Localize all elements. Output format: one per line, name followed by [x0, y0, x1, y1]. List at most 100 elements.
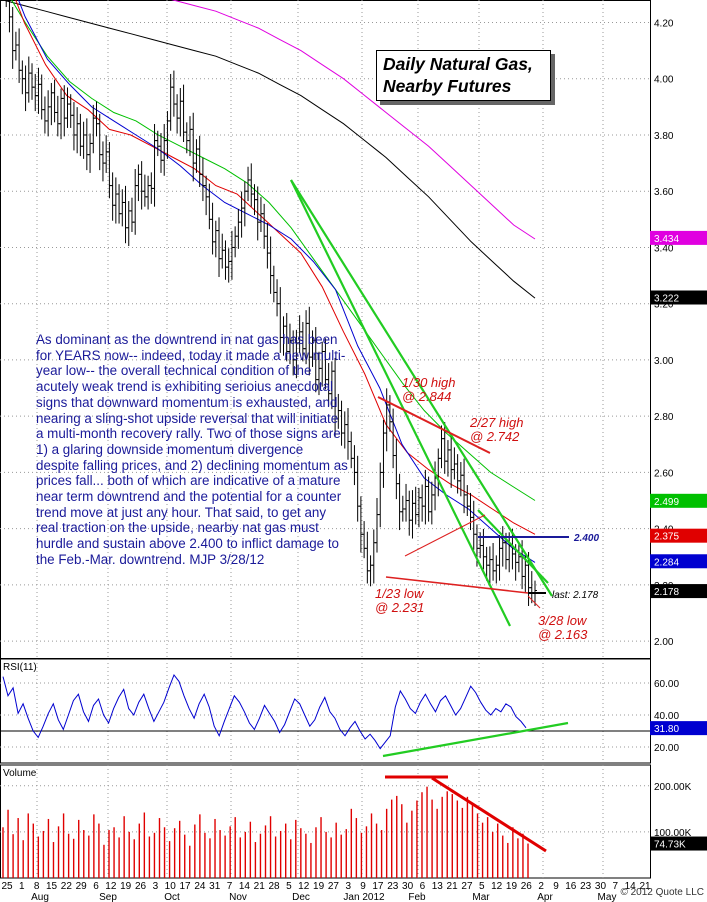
price-tick-label: 4.20 — [654, 18, 674, 29]
price-badge-text: 3.434 — [654, 234, 679, 245]
rsi-line — [2, 674, 527, 750]
x-day-label: 31 — [209, 881, 221, 892]
price-badges: 3.434 3.222 2.499 2.375 2.284 2.178 — [650, 230, 707, 599]
rsi-tick-label: 40.00 — [654, 711, 679, 722]
rsi-tick-label: 20.00 — [654, 743, 679, 754]
x-month-label: Feb — [408, 892, 426, 902]
price-badge — [650, 290, 707, 305]
price-badge-text: 2.499 — [654, 497, 679, 508]
volume-value-badge — [650, 836, 707, 851]
price-tick-label: 4.00 — [654, 75, 674, 86]
x-day-label: 14 — [239, 881, 251, 892]
moving-average-line — [10, 0, 536, 501]
annotation-2-27-high: 2/27 high @ 2.742 — [470, 416, 524, 444]
annotation-line: 1/30 high — [402, 375, 456, 390]
volume-title: Volume — [3, 768, 37, 779]
annotation-line: @ 2.742 — [470, 429, 520, 444]
x-day-label: 10 — [165, 881, 177, 892]
rsi-panel-frame — [0, 658, 651, 764]
x-day-label: 26 — [521, 881, 533, 892]
x-day-label: 19 — [313, 881, 325, 892]
price-badge-text: 3.222 — [654, 294, 679, 305]
x-day-label: 12 — [491, 881, 503, 892]
volume-tick-label: 100.00K — [654, 828, 692, 839]
green-channel-upper-line — [290, 179, 553, 597]
x-day-label: 25 — [1, 881, 13, 892]
x-day-label: 6 — [420, 881, 426, 892]
annotation-line: @ 2.844 — [402, 389, 452, 404]
x-day-label: 30 — [595, 881, 607, 892]
x-month-label: Oct — [164, 892, 180, 902]
annotation-line: 1/23 low — [375, 586, 424, 601]
annotation-line: 3/28 low — [538, 613, 587, 628]
x-day-label: 5 — [286, 881, 292, 892]
x-day-label: 26 — [135, 881, 147, 892]
x-day-label: 12 — [105, 881, 117, 892]
level-label: 2.400 — [573, 533, 599, 544]
x-day-label: 23 — [387, 881, 399, 892]
x-month-label: Aug — [31, 892, 49, 902]
x-day-label: 27 — [328, 881, 340, 892]
price-tick-label: 2.00 — [654, 637, 674, 648]
green-channel-lower-line — [477, 509, 549, 584]
volume-tick-label: 200.00K — [654, 782, 692, 793]
rsi-title: RSI(11) — [3, 662, 37, 673]
price-tick-label: 2.80 — [654, 412, 674, 423]
x-month-label: May — [598, 892, 617, 902]
x-day-label: 22 — [61, 881, 73, 892]
annotation-line: @ 2.163 — [538, 627, 588, 642]
price-bars — [5, 0, 537, 606]
x-month-label: Apr — [537, 892, 553, 902]
red-support-line — [385, 576, 529, 594]
axes: 4.20 4.00 3.80 3.60 3.40 3.20 3.00 2.80 2.60 2.40… — [1, 18, 691, 902]
x-day-label: 5 — [479, 881, 485, 892]
last-price-label: last: 2.178 — [552, 590, 599, 601]
annotation-1-23-low: 1/23 low @ 2.231 — [375, 587, 424, 615]
moving-averages — [2, 0, 536, 563]
x-month-label: Dec — [292, 892, 310, 902]
x-day-label: 13 — [432, 881, 444, 892]
rsi-panel: 31.80 RSI(11) — [0, 662, 707, 758]
rsi-tick-label: 60.00 — [654, 679, 679, 690]
price-tick-label: 3.80 — [654, 131, 674, 142]
x-day-label: 15 — [46, 881, 58, 892]
price-badge-text: 2.178 — [654, 587, 679, 598]
price-badge — [650, 554, 707, 569]
volume-decline-line — [431, 776, 547, 853]
red-inner-trendline — [404, 514, 486, 557]
price-tick-label: 3.40 — [654, 243, 674, 254]
rsi-divergence-line — [382, 721, 569, 758]
annotation-line: 2/27 high — [470, 415, 524, 430]
x-day-label: 6 — [93, 881, 99, 892]
annotation-line: @ 2.231 — [375, 600, 425, 615]
x-day-label: 21 — [447, 881, 459, 892]
analysis-note: As dominant as the downtrend in nat gas … — [36, 332, 348, 567]
price-tick-label: 2.60 — [654, 468, 674, 479]
price-tick-label: 3.20 — [654, 300, 674, 311]
x-day-label: 8 — [34, 881, 40, 892]
x-month-label: Jan 2012 — [343, 892, 385, 902]
x-month-label: Sep — [99, 892, 117, 902]
price-badge — [650, 493, 707, 508]
x-day-label: 7 — [613, 881, 619, 892]
green-downtrend-line — [290, 179, 511, 627]
price-tick-label: 3.60 — [654, 187, 674, 198]
volume-value-text: 74.73K — [654, 840, 686, 851]
title-line-1: Daily Natural Gas, — [383, 54, 533, 74]
annotation-1-30-high: 1/30 high @ 2.844 — [402, 376, 456, 404]
x-day-label: 19 — [120, 881, 132, 892]
x-day-label: 16 — [565, 881, 577, 892]
x-day-label: 17 — [179, 881, 191, 892]
moving-average-line — [171, 0, 536, 240]
x-day-label: 1 — [19, 881, 25, 892]
x-day-label: 14 — [625, 881, 637, 892]
moving-average-line — [15, 0, 536, 535]
rsi-value-text: 31.80 — [654, 724, 679, 735]
x-day-label: 2 — [538, 881, 544, 892]
x-day-label: 24 — [194, 881, 206, 892]
price-badge — [650, 584, 707, 599]
x-day-label: 23 — [580, 881, 592, 892]
volume-panel: 74.73K Volume — [0, 768, 707, 878]
x-day-label: 19 — [506, 881, 518, 892]
